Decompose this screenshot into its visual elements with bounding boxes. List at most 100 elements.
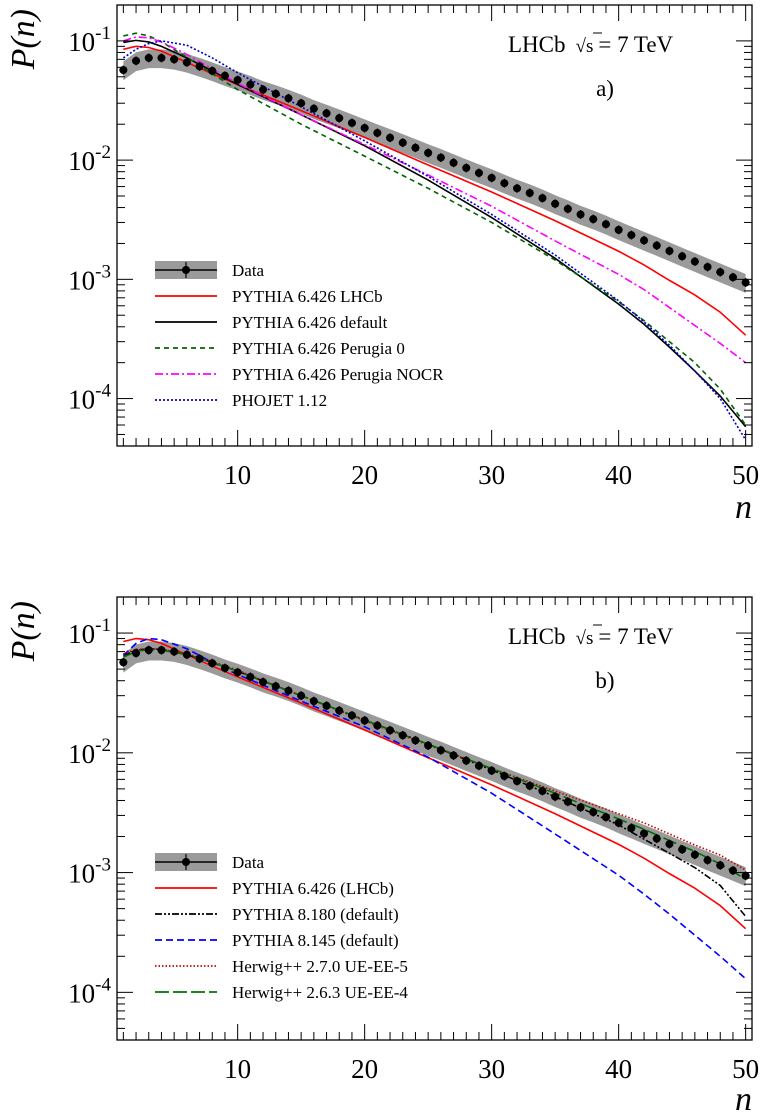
data-point (347, 118, 356, 127)
data-point (424, 741, 433, 750)
legend-label-3: PYTHIA 8.145 (default) (232, 931, 399, 950)
data-point (271, 682, 280, 691)
x-tick-label: 20 (351, 460, 378, 490)
data-point (424, 148, 433, 157)
y-tick-base: 10 (68, 385, 95, 415)
panel-label: b) (595, 668, 614, 693)
data-point (411, 736, 420, 745)
data-point (627, 231, 636, 240)
y-tick-label: 10-2 (68, 735, 111, 769)
data-point (487, 766, 496, 775)
y-tick-base: 10 (68, 27, 95, 57)
y-tick-exp: -3 (95, 855, 111, 876)
y-tick-exp: -1 (95, 23, 111, 44)
data-point (309, 697, 318, 706)
data-point (728, 866, 737, 875)
series-line-4 (123, 36, 747, 364)
data-point (373, 128, 382, 137)
data-point (551, 792, 560, 801)
legend-label-data: Data (232, 261, 265, 280)
legend-label-5: PHOJET 1.12 (232, 391, 327, 410)
y-axis-label: P(n) (5, 9, 42, 70)
data-point (182, 58, 191, 67)
data-uncertainty-band (123, 49, 746, 293)
legend-data-marker (182, 858, 190, 866)
y-tick-label: 10-3 (68, 855, 111, 889)
data-point (589, 215, 598, 224)
legend-label-data: Data (232, 853, 265, 872)
data-point (360, 123, 369, 132)
data-point (500, 772, 509, 781)
y-tick-label: 10-4 (68, 974, 111, 1008)
data-point (208, 66, 217, 75)
plot-area (119, 637, 750, 980)
y-tick-label: 10-3 (68, 261, 111, 295)
data-point (640, 236, 649, 245)
data-point (208, 659, 217, 668)
data-point (525, 781, 534, 790)
data-point (386, 726, 395, 735)
data-point (678, 252, 687, 261)
x-tick-label: 20 (351, 1054, 378, 1084)
y-tick-base: 10 (68, 265, 95, 295)
data-point (716, 861, 725, 870)
y-tick-base: 10 (68, 739, 95, 769)
data-point (335, 114, 344, 123)
data-point (627, 824, 636, 833)
experiment-annotation: LHCb √s = 7 TeV (508, 32, 674, 57)
data-point (652, 241, 661, 250)
data-point (322, 109, 331, 118)
data-point (157, 53, 166, 62)
x-tick-label: 40 (605, 460, 632, 490)
data-point (614, 818, 623, 827)
data-point (386, 133, 395, 142)
data-point (614, 225, 623, 234)
data-point (690, 850, 699, 859)
data-point (462, 163, 471, 172)
data-point (157, 646, 166, 655)
data-point (195, 654, 204, 663)
data-point (703, 856, 712, 865)
legend-label-3: PYTHIA 6.426 Perugia 0 (232, 339, 405, 358)
data-point (246, 80, 255, 89)
data-point (500, 179, 509, 188)
series-line-4 (123, 647, 747, 871)
x-tick-label: 30 (478, 1054, 505, 1084)
data-point (525, 188, 534, 197)
y-tick-base: 10 (68, 859, 95, 889)
x-tick-label: 50 (732, 1054, 759, 1084)
y-tick-base: 10 (68, 978, 95, 1008)
data-point (132, 56, 141, 65)
series-line-2 (123, 39, 747, 428)
data-point (474, 761, 483, 770)
x-tick-label: 40 (605, 1054, 632, 1084)
data-point (563, 204, 572, 213)
series-line-5 (122, 40, 747, 441)
y-tick-exp: -2 (95, 735, 111, 756)
plot-frame (116, 596, 753, 1041)
data-point (220, 71, 229, 80)
annotation-sqrt-var: s (586, 36, 593, 57)
data-point (373, 721, 382, 730)
data-point (576, 210, 585, 219)
y-tick-exp: -4 (95, 974, 111, 995)
legend-data-marker (182, 266, 190, 274)
series-line-1 (123, 637, 747, 930)
data-point (144, 53, 153, 62)
data-point (398, 138, 407, 147)
x-axis-label: n (735, 489, 752, 526)
data-point (601, 220, 610, 229)
legend-label-1: PYTHIA 6.426 (LHCb) (232, 879, 394, 898)
y-tick-label: 10-1 (68, 615, 111, 649)
experiment-annotation: LHCb √s = 7 TeV (508, 624, 674, 649)
data-point (170, 55, 179, 64)
y-tick-exp: -1 (95, 615, 111, 636)
data-point (284, 686, 293, 695)
data-point (728, 273, 737, 282)
data-point (640, 829, 649, 838)
data-point (309, 104, 318, 113)
legend-label-4: PYTHIA 6.426 Perugia NOCR (232, 365, 444, 384)
